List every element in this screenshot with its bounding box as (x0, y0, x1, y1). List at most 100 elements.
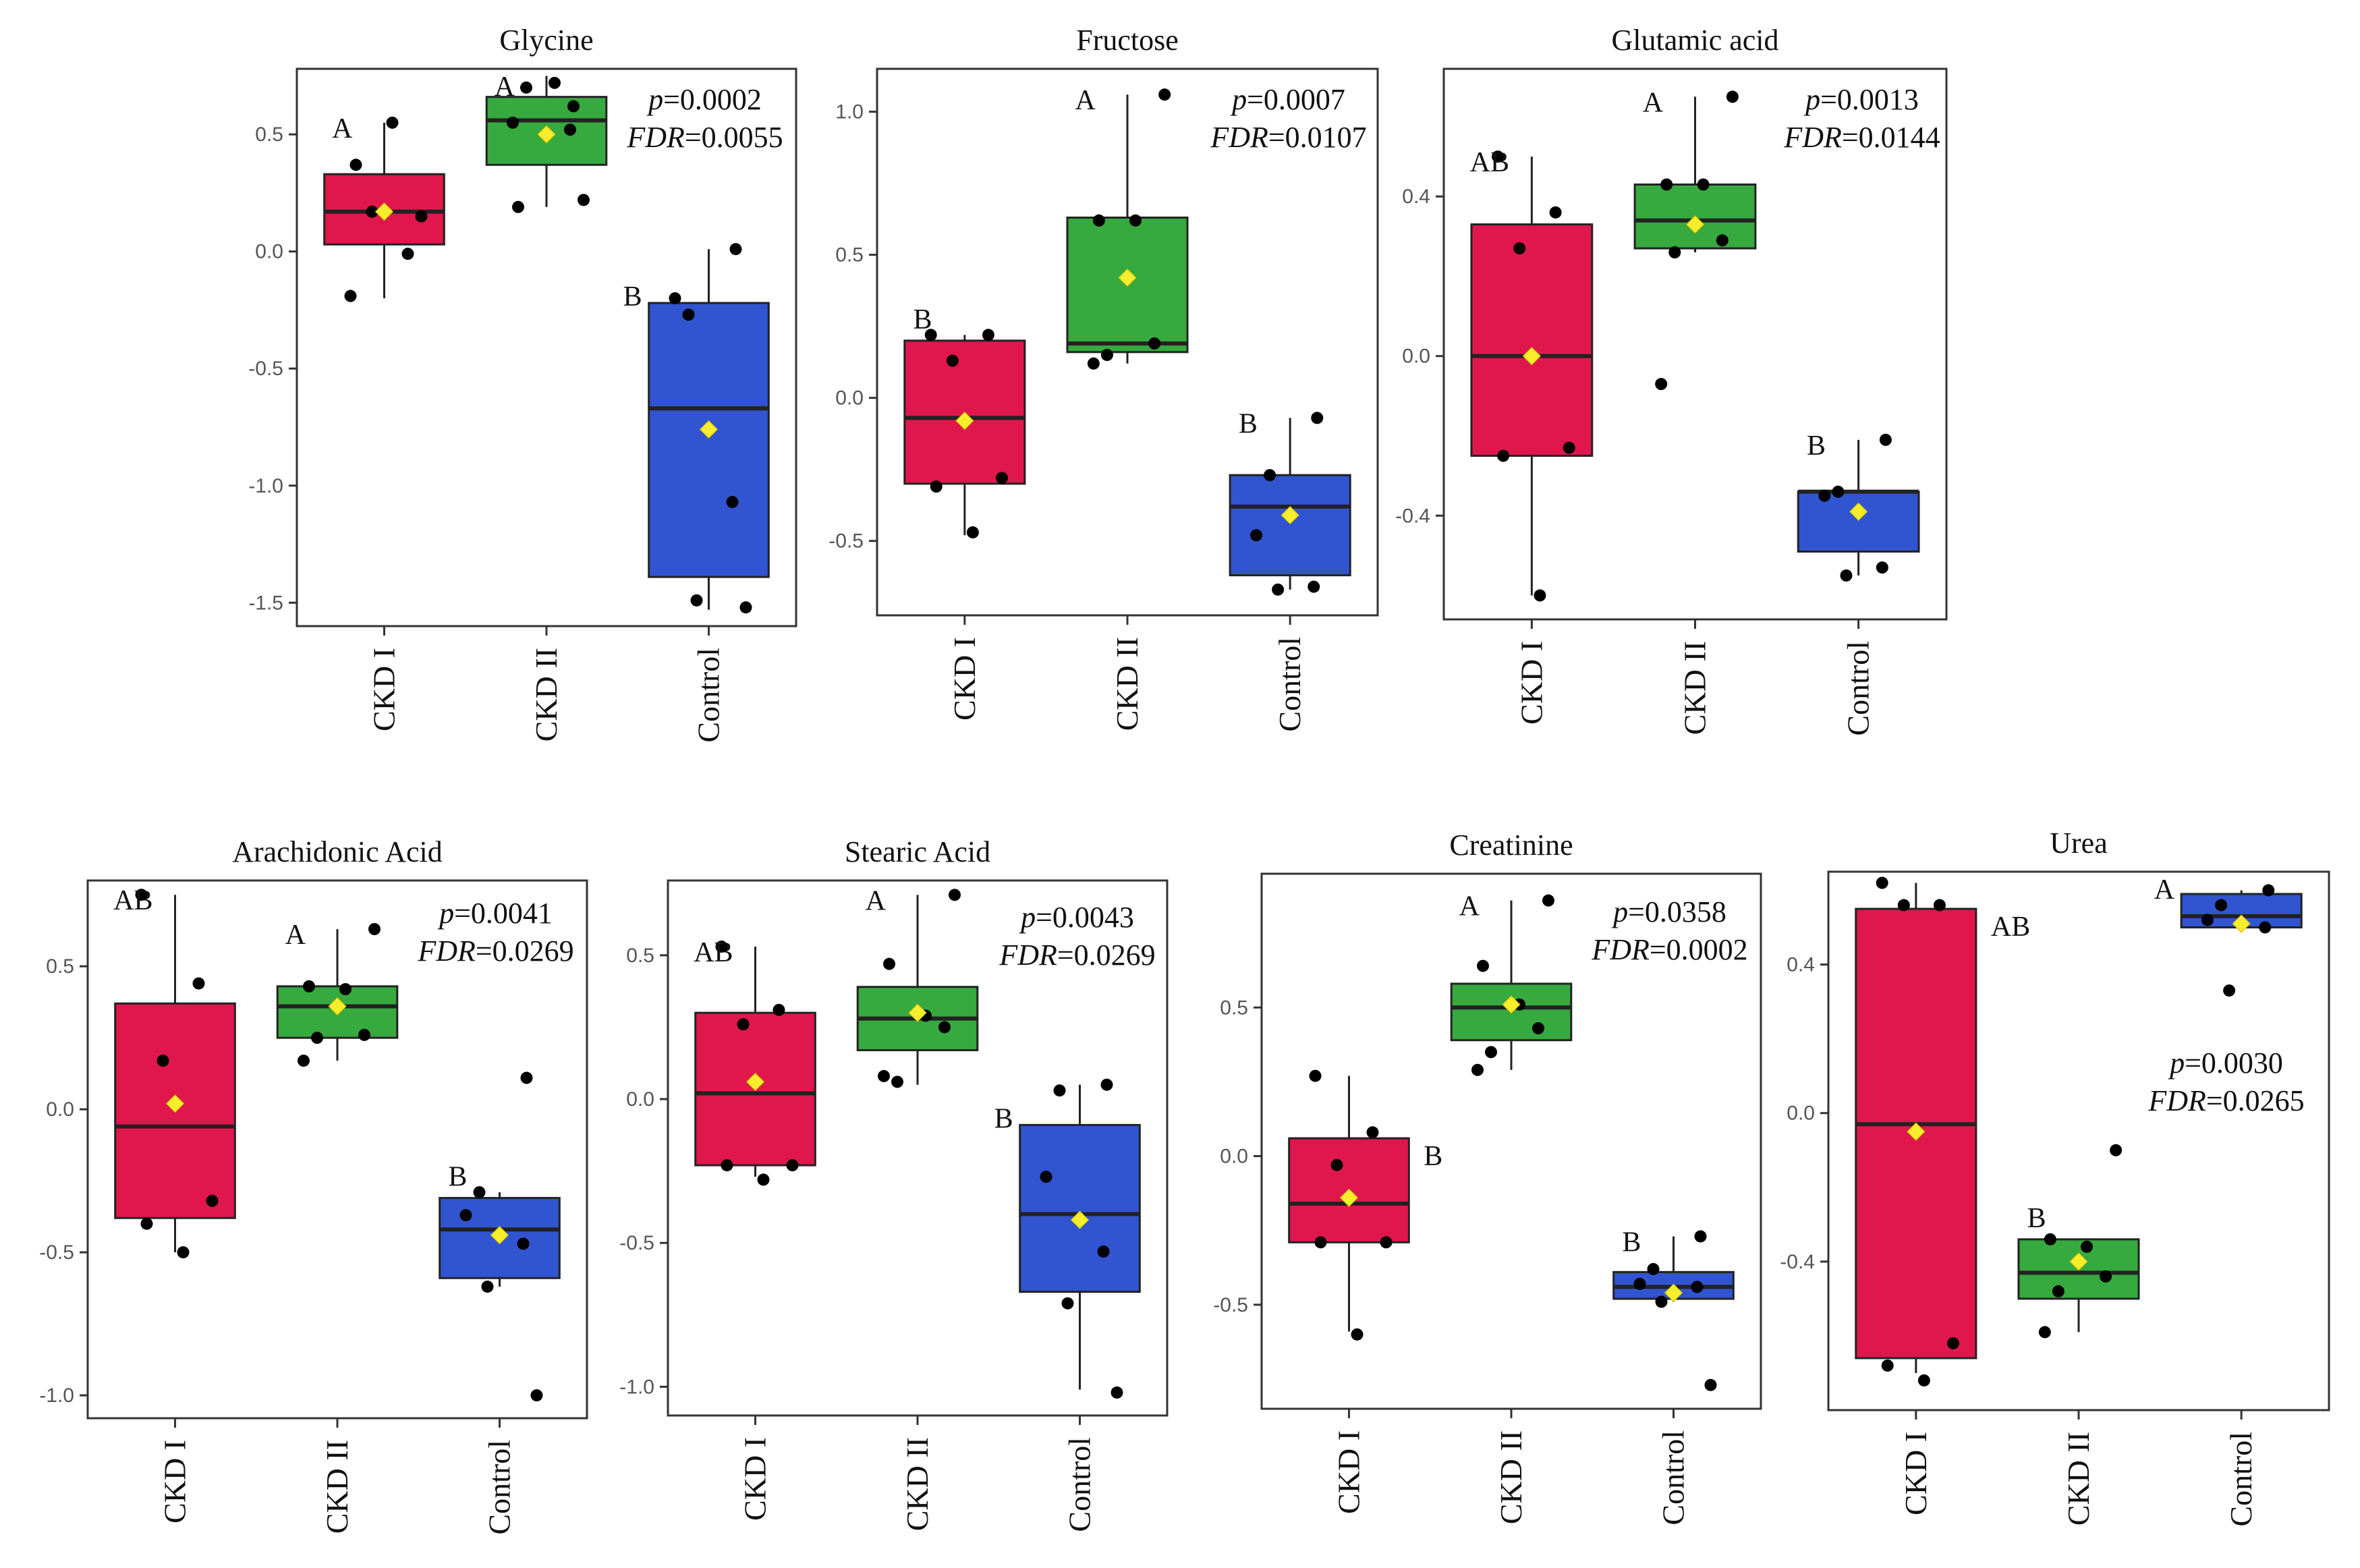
panel-glycine: Glycine-1.5-1.0-0.50.00.5p=0.0002FDR=0.0… (248, 24, 797, 743)
data-point (1876, 876, 1888, 889)
y-tick-label: 0.0 (255, 241, 283, 263)
data-point (669, 292, 681, 305)
data-point (1092, 214, 1105, 227)
fdr-label: FDR (2147, 1084, 2206, 1117)
group-ckd-i: CKD I AB (113, 885, 236, 1523)
data-point (1330, 1158, 1343, 1171)
data-point (2110, 1144, 2123, 1156)
p-label: p (646, 83, 663, 116)
group-control: Control B (623, 243, 770, 743)
fdr-annotation: FDR=0.0265 (2147, 1084, 2304, 1117)
fdr-value: =0.0269 (1057, 939, 1156, 972)
data-point (140, 1217, 153, 1230)
data-point (578, 194, 590, 206)
group-control: Control B (994, 1078, 1141, 1532)
y-tick-label: -1.5 (248, 592, 283, 614)
y-tick-label: -0.5 (39, 1241, 74, 1264)
chart-title: Arachidonic Acid (232, 835, 443, 868)
mean-marker (746, 1072, 765, 1092)
p-label: p (2168, 1046, 2185, 1080)
box-iqr (1470, 223, 1594, 457)
p-value-annotation: p=0.0030 (2168, 1046, 2283, 1080)
data-point (883, 957, 895, 970)
mean-marker (374, 202, 394, 221)
data-point (368, 923, 381, 936)
group-ckd-i: CKD I AB (1470, 147, 1594, 725)
group-ckd-ii: CKD II A (1066, 85, 1189, 731)
data-point (1633, 1277, 1646, 1290)
p-value-annotation: p=0.0002 (646, 83, 762, 116)
y-tick-label: -0.5 (1213, 1294, 1248, 1316)
data-point (1726, 90, 1739, 103)
x-tick-label: CKD I (1332, 1430, 1366, 1514)
data-point (1879, 433, 1892, 446)
x-tick-label: CKD II (1494, 1430, 1528, 1524)
fdr-label: FDR (1210, 121, 1268, 154)
data-point (938, 1021, 951, 1034)
data-point (2215, 899, 2228, 912)
x-tick-label: Control (1656, 1430, 1691, 1525)
group-ckd-ii: CKD II A (1450, 891, 1573, 1524)
data-point (415, 210, 428, 223)
data-point (729, 243, 742, 256)
mean-marker (1502, 995, 1521, 1014)
p-value-annotation: p=0.0007 (1230, 83, 1345, 116)
data-point (1485, 1046, 1497, 1059)
p-value-annotation: p=0.0013 (1803, 83, 1919, 116)
fdr-label: FDR (1783, 121, 1842, 154)
data-point (949, 889, 961, 901)
data-point (549, 76, 561, 89)
data-point (1946, 1337, 1959, 1349)
significance-letter: AB (694, 937, 733, 968)
data-point (1697, 178, 1710, 191)
mean-marker (1281, 505, 1299, 525)
p-label: p (1803, 83, 1820, 116)
box-iqr (1019, 1123, 1141, 1293)
significance-letter: A (2154, 874, 2175, 905)
group-ckd-i: CKD I B (1288, 1069, 1442, 1514)
y-tick-label: -1.0 (248, 475, 283, 497)
data-point (1158, 88, 1171, 101)
data-point (1477, 959, 1489, 972)
y-tick-label: -0.4 (1780, 1251, 1815, 1273)
significance-letter: B (1622, 1227, 1641, 1258)
y-tick-label: -0.4 (1395, 505, 1430, 527)
data-point (1716, 234, 1729, 247)
data-point (192, 977, 205, 990)
mean-marker (699, 420, 719, 439)
x-tick-label: CKD I (1514, 641, 1548, 725)
p-value: =0.0358 (1628, 895, 1726, 928)
fdr-annotation: FDR=0.0107 (1210, 121, 1366, 154)
data-point (1818, 489, 1831, 502)
x-tick-label: Control (2224, 1432, 2258, 1527)
panel-fructose: Fructose -0.5 0.0 0.5 1.0 p=0.0007 FDR=0.0107 C… (828, 24, 1379, 732)
x-tick-label: CKD II (1110, 637, 1144, 731)
data-point (1691, 1281, 1704, 1293)
box-iqr (1229, 474, 1351, 577)
data-point (507, 116, 519, 129)
data-point (481, 1280, 494, 1293)
box-iqr (1855, 907, 1977, 1360)
data-point (520, 1071, 533, 1084)
data-point (1694, 1230, 1707, 1243)
mean-marker (1664, 1283, 1683, 1302)
chart-title: Creatinine (1449, 829, 1573, 862)
group-control: Control A (2154, 874, 2303, 1527)
fdr-value: =0.0055 (685, 121, 783, 154)
significance-letter: B (1424, 1141, 1442, 1172)
data-point (1250, 529, 1263, 542)
significance-letter: A (332, 113, 353, 144)
data-point (1061, 1297, 1074, 1310)
x-tick-label: Control (482, 1440, 517, 1535)
fdr-label: FDR (1591, 933, 1650, 966)
data-point (2223, 984, 2236, 997)
x-tick-label: Control (1272, 637, 1307, 732)
p-value-annotation: p=0.0041 (437, 897, 553, 930)
x-tick-label: CKD I (947, 637, 982, 721)
y-tick-label: 0.0 (1787, 1102, 1815, 1125)
data-point (1655, 1295, 1668, 1308)
data-point (2081, 1240, 2094, 1253)
fdr-value: =0.0002 (1650, 933, 1748, 966)
mean-marker (1070, 1210, 1090, 1229)
